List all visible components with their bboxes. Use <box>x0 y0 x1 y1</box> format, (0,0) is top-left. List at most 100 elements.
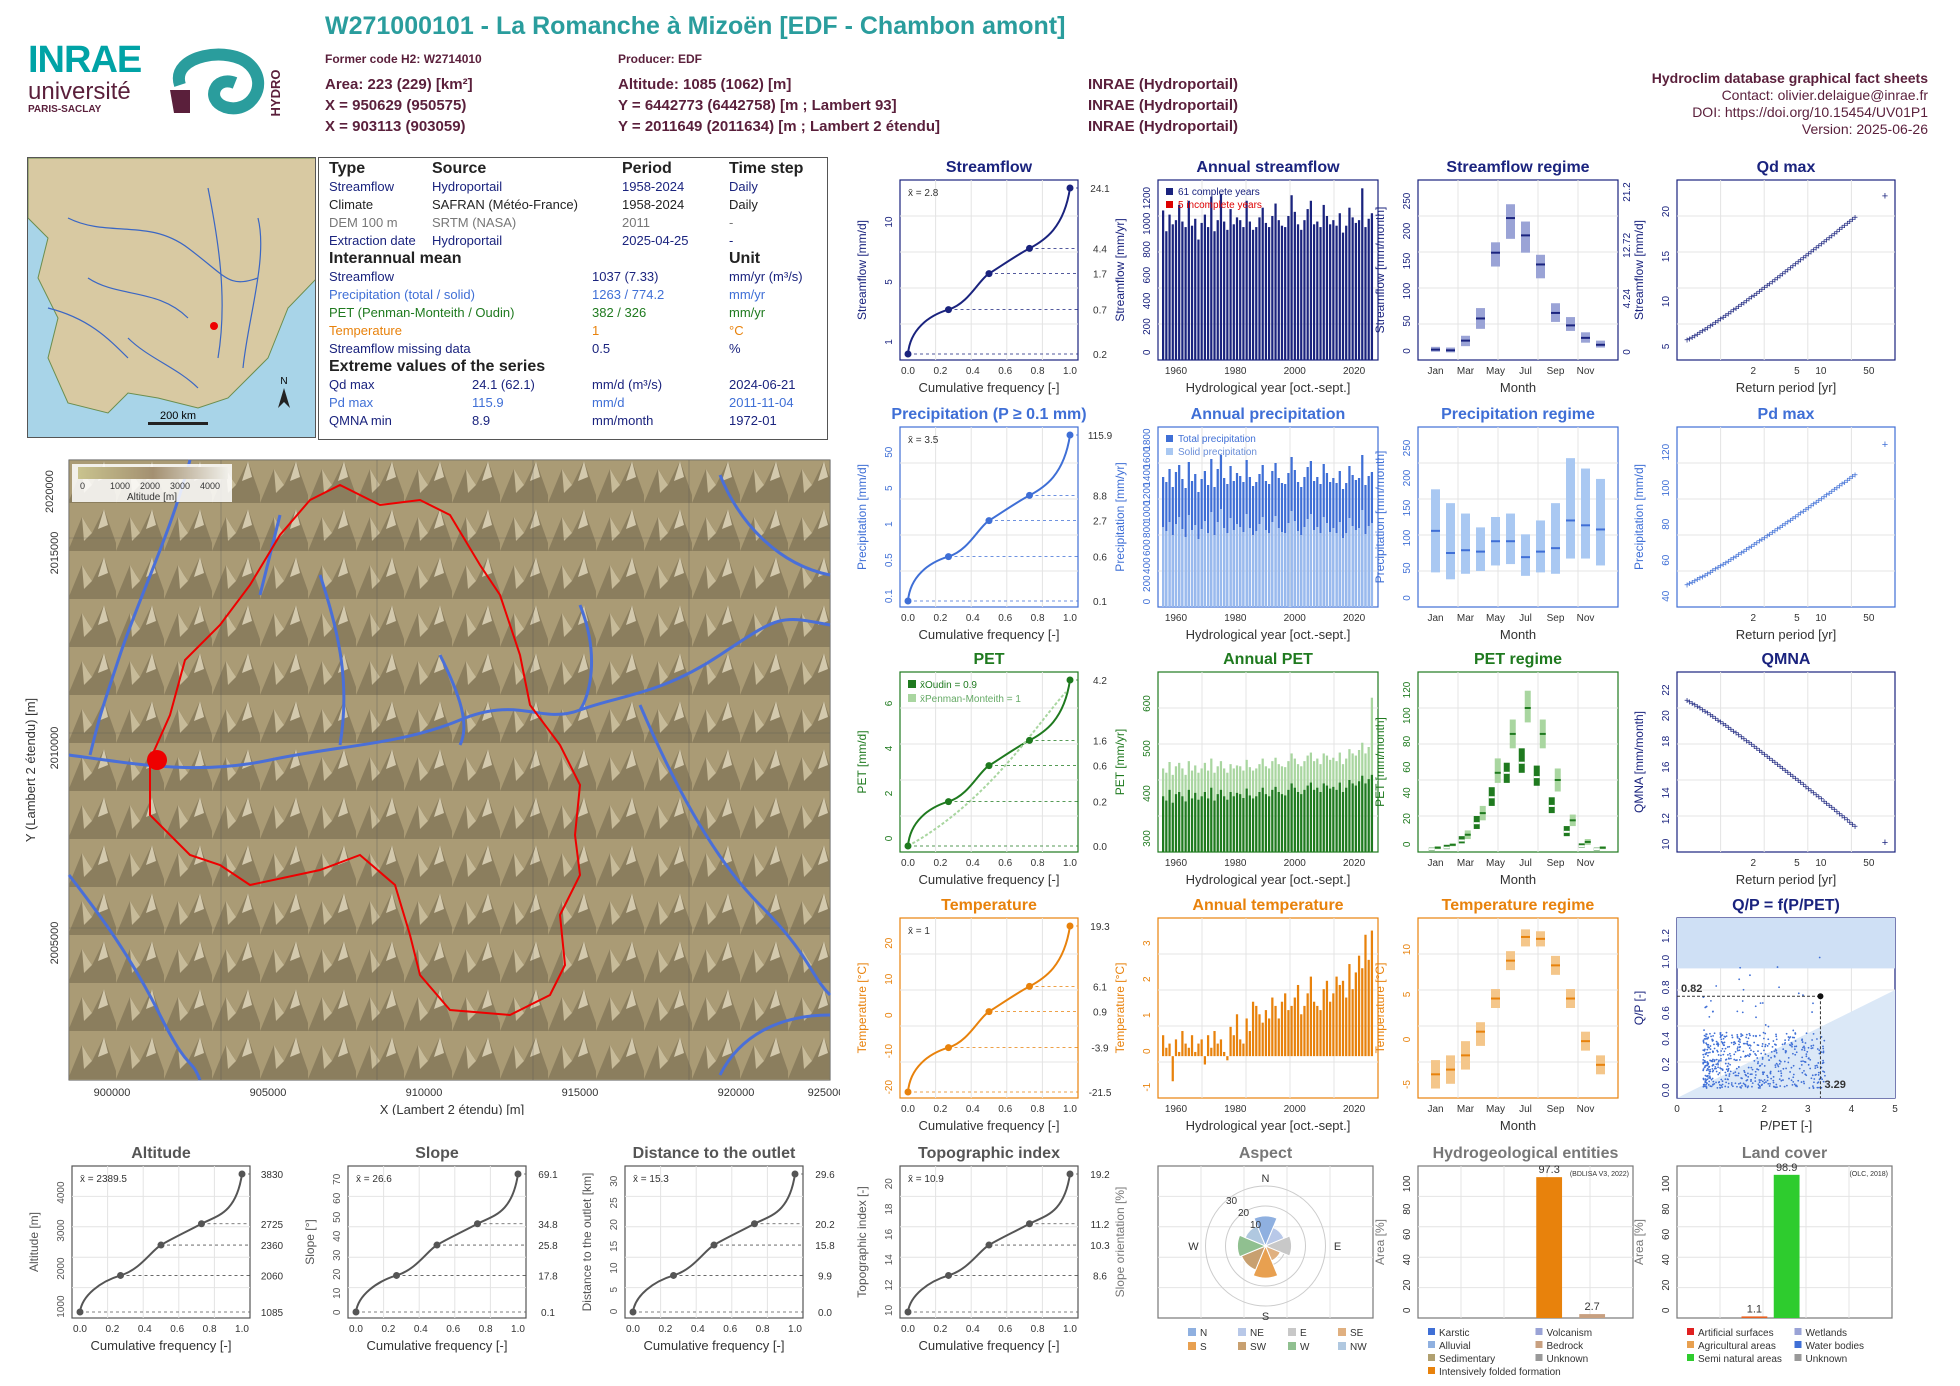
scatter-point <box>1704 1085 1706 1088</box>
scatter-point <box>1703 1029 1705 1032</box>
bar <box>1280 794 1284 852</box>
rp-point: + <box>1837 809 1843 820</box>
scatter-point <box>1763 1049 1765 1052</box>
right-tick-label: 0.6 <box>1093 762 1107 773</box>
x-lambert93: X = 950629 (950575) <box>325 97 467 114</box>
rp-point: + <box>1844 476 1850 487</box>
scatter-point <box>1803 1047 1806 1049</box>
bar <box>1197 1043 1200 1057</box>
scatter-point <box>1784 1041 1787 1044</box>
bar <box>1251 798 1255 852</box>
scatter-point <box>1774 1066 1777 1069</box>
rp-point: + <box>1718 315 1724 326</box>
scatter-point <box>1715 1058 1718 1061</box>
scatter-point <box>1710 1035 1713 1038</box>
rp-point: + <box>1762 750 1768 761</box>
rp-point: + <box>1777 523 1783 534</box>
info-cell: Streamflow <box>329 179 395 194</box>
rp-point: + <box>1813 498 1819 509</box>
scatter-point <box>1803 1049 1806 1051</box>
bar <box>1264 1010 1268 1057</box>
rp-point: + <box>1733 552 1739 563</box>
y-tick-label: 0 <box>1142 1048 1153 1054</box>
rp-point: + <box>1707 322 1713 333</box>
scatter-point <box>1766 1076 1769 1079</box>
rp-point: + <box>1785 266 1791 277</box>
bar <box>1306 209 1309 360</box>
bar-solid <box>1248 528 1251 607</box>
rose-sector <box>1252 1244 1279 1279</box>
y-axis-label: Streamflow [mm/yr] <box>1113 218 1127 321</box>
bar <box>1242 1043 1245 1057</box>
scatter-point <box>1746 1054 1749 1057</box>
right-tick-label: 1085 <box>261 1308 284 1319</box>
france-map: 200 km N <box>27 157 316 438</box>
rp-point: + <box>1777 271 1783 282</box>
scatter-point <box>1725 1068 1728 1071</box>
rp-point: + <box>1782 268 1788 279</box>
bar <box>1184 227 1187 360</box>
ext-cell: 24.1 (62.1) <box>472 377 535 392</box>
rp-point: + <box>1707 568 1713 579</box>
bar-solid <box>1197 539 1200 607</box>
scatter-point <box>1704 1006 1707 1009</box>
scatter-point <box>1770 1051 1773 1053</box>
x-tick-label: 1.0 <box>1063 613 1077 624</box>
plot-frame <box>899 917 1079 1099</box>
scatter-point <box>1754 1076 1757 1079</box>
rp-point: + <box>1811 788 1817 799</box>
scatter-point <box>1707 1074 1709 1077</box>
bar-solid <box>1181 529 1184 607</box>
scatter-point <box>1727 1082 1730 1085</box>
y-tick-label: 120 <box>1661 443 1672 460</box>
legend-swatch <box>908 694 916 702</box>
scatter-point <box>1760 1079 1762 1082</box>
month-label: Sep <box>1547 1104 1565 1115</box>
scatter-point <box>1815 1064 1818 1067</box>
scatter-point <box>1741 1077 1743 1080</box>
scatter-point <box>1712 1064 1715 1066</box>
rp-point: + <box>1746 738 1752 749</box>
x-tick-label: 0.4 <box>966 613 980 624</box>
scatter-point <box>1758 1065 1761 1067</box>
bar <box>1219 1039 1223 1057</box>
y-tick-label: 4 <box>884 745 895 751</box>
x-tick-label: 5 <box>1892 1104 1898 1115</box>
mean-cell: 1037 (7.33) <box>592 269 659 284</box>
mean-cell: Streamflow <box>329 269 395 284</box>
bar <box>1306 785 1309 852</box>
rp-point: + <box>1754 744 1760 755</box>
y-tick-label: 0 <box>1402 348 1413 354</box>
rp-point: + <box>1764 752 1770 763</box>
legend-label: SE <box>1350 1328 1364 1339</box>
bar <box>1187 789 1190 852</box>
x-tick-label: 2 <box>1751 858 1757 869</box>
scatter-point <box>1767 1025 1770 1028</box>
bar-solid <box>1325 523 1329 607</box>
rp-point: + <box>1715 563 1721 574</box>
scatter-point <box>1776 966 1779 968</box>
bar <box>1190 798 1194 852</box>
rp-point: + <box>1697 704 1703 715</box>
rp-point: + <box>1689 333 1695 344</box>
bar <box>1271 997 1274 1057</box>
scatter-point <box>1793 1083 1796 1086</box>
y-tick-label: 100 <box>1402 529 1413 546</box>
scatter-point <box>1708 1080 1711 1083</box>
mean-cell: mm/yr <box>729 287 766 302</box>
bar <box>1235 1014 1239 1057</box>
bar-solid <box>1162 527 1165 607</box>
scatter-point <box>1709 1032 1711 1035</box>
scatter-point <box>1742 1042 1745 1045</box>
bar <box>1309 976 1313 1057</box>
chart-title: Q/P = f(P/PET) <box>1732 897 1840 914</box>
rp-point: + <box>1780 764 1786 775</box>
month-label: Mar <box>1457 613 1475 624</box>
p-pet-label: 3.29 <box>1824 1079 1845 1091</box>
scatter-point <box>1764 1024 1767 1026</box>
scatter-point <box>1749 1073 1752 1076</box>
ext-cell: 1972-01 <box>729 413 777 428</box>
scatter-point <box>1761 1058 1764 1060</box>
dem-xlabel: X (Lambert 2 étendu) [m] <box>380 1102 525 1115</box>
scatter-point <box>1804 1042 1807 1044</box>
